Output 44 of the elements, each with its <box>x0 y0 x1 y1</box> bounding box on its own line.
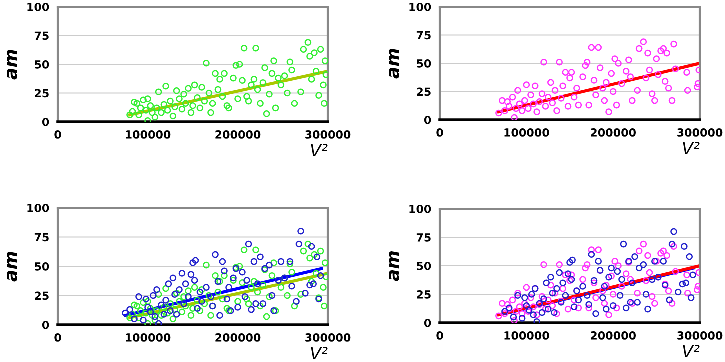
y-axis-title: am <box>389 49 400 79</box>
y-tick-label: 75 <box>34 32 49 40</box>
x-tick-label: 0 <box>436 128 444 137</box>
x-tick-label: 300000 <box>306 334 351 342</box>
y-tick-label: 50 <box>35 262 50 271</box>
x-tick-label: 200000 <box>591 128 636 137</box>
y-axis-title: am <box>7 50 18 80</box>
x-tick-label: 200000 <box>216 334 261 342</box>
y-tick-label: 75 <box>416 234 431 242</box>
y-tick-label: 100 <box>410 2 432 12</box>
x-tick-label: 0 <box>54 334 62 342</box>
y-tick-label: 0 <box>424 318 432 328</box>
y-tick-label: 50 <box>417 59 432 68</box>
y-axis-title: am <box>389 252 400 282</box>
x-axis-title: V² <box>311 347 328 360</box>
x-tick-label: 0 <box>436 332 444 340</box>
y-tick-label: 50 <box>417 262 432 270</box>
y-tick-label: 0 <box>424 116 432 124</box>
x-tick-label: 300000 <box>678 128 723 137</box>
x-tick-label: 100000 <box>126 130 171 139</box>
x-tick-label: 200000 <box>591 332 636 340</box>
y-tick-label: 75 <box>34 233 49 242</box>
y-axis-title: am <box>7 252 18 282</box>
y-tick-label: 25 <box>417 290 431 299</box>
x-tick-label: 300000 <box>306 130 351 139</box>
x-tick-label: 200000 <box>216 130 261 139</box>
x-tick-label: 100000 <box>504 332 550 340</box>
x-axis-title: V² <box>311 144 328 157</box>
y-tick-label: 0 <box>42 320 50 330</box>
y-tick-label: 50 <box>35 60 50 69</box>
y-tick-label: 25 <box>417 88 431 96</box>
x-tick-label: 100000 <box>126 334 171 342</box>
y-tick-label: 0 <box>42 118 50 126</box>
x-tick-label: 300000 <box>678 332 723 340</box>
y-tick-label: 100 <box>410 204 432 214</box>
y-tick-label: 100 <box>28 204 50 212</box>
y-tick-label: 25 <box>35 292 49 300</box>
x-axis-title: V² <box>683 142 700 155</box>
y-tick-label: 25 <box>35 89 49 98</box>
y-tick-label: 75 <box>416 31 431 40</box>
x-tick-label: 100000 <box>504 128 550 137</box>
x-tick-label: 0 <box>54 130 62 139</box>
y-tick-label: 100 <box>28 2 50 12</box>
x-axis-title: V² <box>683 345 700 358</box>
